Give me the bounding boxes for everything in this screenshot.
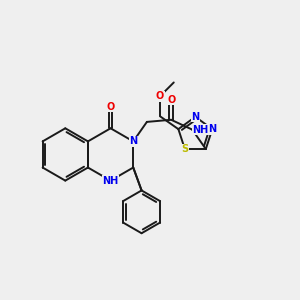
Text: O: O (106, 102, 115, 112)
Text: N: N (208, 124, 216, 134)
Text: O: O (167, 94, 175, 105)
Text: N: N (129, 136, 137, 146)
Text: N: N (191, 112, 200, 122)
Text: NH: NH (103, 176, 119, 186)
Text: O: O (156, 91, 164, 101)
Text: NH: NH (192, 124, 208, 135)
Text: S: S (181, 144, 188, 154)
